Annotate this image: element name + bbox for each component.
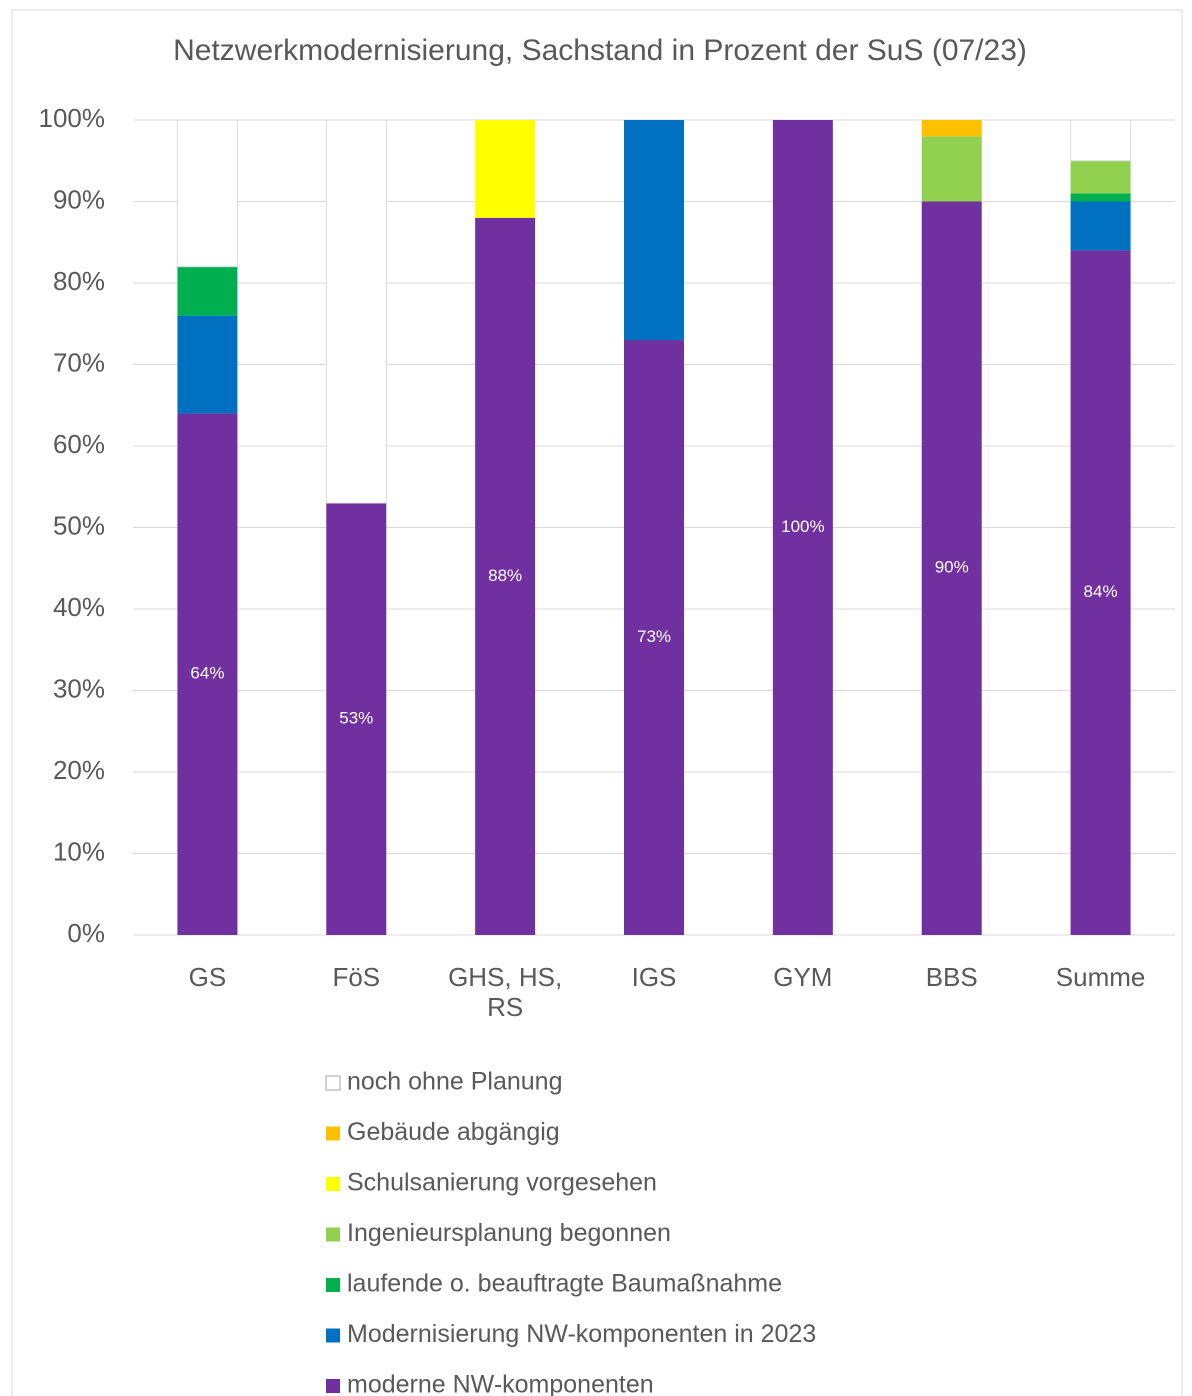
legend-label: Ingenieursplanung begonnen bbox=[347, 1219, 671, 1247]
bar-segment bbox=[475, 120, 536, 218]
bar-segment bbox=[624, 340, 684, 935]
x-tick-label: Summe bbox=[1055, 962, 1146, 992]
y-tick-label: 70% bbox=[53, 347, 105, 377]
y-tick-label: 80% bbox=[53, 266, 105, 296]
legend-swatch bbox=[326, 1278, 340, 1292]
y-tick-label: 30% bbox=[53, 673, 105, 703]
x-tick-label: GS bbox=[188, 962, 227, 992]
x-tick-label: GHS, HS, RS bbox=[448, 962, 563, 1022]
bar-segment bbox=[1070, 119, 1132, 162]
y-tick-label: 20% bbox=[53, 755, 105, 785]
y-tick-label: 10% bbox=[53, 836, 105, 866]
chart-frame bbox=[11, 9, 1183, 1396]
data-label: 84% bbox=[1084, 582, 1118, 601]
y-tick-label: 100% bbox=[39, 103, 106, 133]
bar-segment bbox=[772, 120, 833, 935]
x-tick-label: BBS bbox=[925, 962, 978, 992]
chart-title: Netzwerkmodernisierung, Sachstand in Pro… bbox=[173, 34, 1027, 67]
legend-label: moderne NW-komponenten bbox=[347, 1371, 654, 1396]
data-label: 88% bbox=[488, 566, 522, 585]
bar-segment bbox=[475, 217, 536, 936]
bar-segment bbox=[1070, 160, 1131, 194]
legend-label: Schulsanierung vorgesehen bbox=[347, 1169, 657, 1197]
bar-segment bbox=[921, 201, 982, 935]
bar-segment bbox=[1070, 201, 1131, 251]
legend-label: Gebäude abgängig bbox=[347, 1118, 560, 1146]
y-tick-label: 60% bbox=[53, 429, 105, 459]
data-label: 73% bbox=[637, 627, 671, 646]
bar-segment bbox=[921, 136, 982, 202]
legend-swatch bbox=[326, 1328, 340, 1343]
y-tick-label: 50% bbox=[53, 510, 105, 540]
bar-segment bbox=[177, 266, 238, 316]
bar-segment bbox=[176, 119, 238, 268]
y-tick-label: 40% bbox=[53, 592, 105, 622]
bar-segment bbox=[1070, 193, 1131, 202]
legend-swatch bbox=[326, 1126, 340, 1141]
data-label: 64% bbox=[190, 664, 224, 683]
legend-swatch bbox=[325, 1075, 341, 1091]
bar-segment bbox=[1070, 250, 1131, 935]
data-label: 53% bbox=[339, 709, 373, 728]
bar-segment bbox=[921, 120, 982, 137]
legend-swatch bbox=[326, 1379, 340, 1393]
legend-label: noch ohne Planung bbox=[347, 1068, 562, 1096]
legend-swatch bbox=[326, 1177, 340, 1191]
legend-swatch bbox=[326, 1227, 340, 1242]
bar-segment bbox=[624, 120, 684, 341]
bar-segment bbox=[325, 119, 387, 504]
y-tick-label: 0% bbox=[67, 918, 105, 948]
bar-segment bbox=[177, 315, 238, 414]
data-label: 100% bbox=[781, 517, 824, 536]
legend-label: laufende o. beauftragte Baumaßnahme bbox=[347, 1270, 782, 1298]
legend-label: Modernisierung NW-komponenten in 2023 bbox=[347, 1320, 816, 1348]
x-tick-label: FöS bbox=[332, 962, 381, 992]
x-tick-label: IGS bbox=[631, 962, 677, 992]
bar-segment bbox=[177, 413, 238, 935]
data-label: 90% bbox=[935, 558, 969, 577]
y-tick-label: 90% bbox=[53, 184, 105, 214]
bar-segment bbox=[326, 503, 387, 935]
x-tick-label: GYM bbox=[773, 962, 833, 992]
